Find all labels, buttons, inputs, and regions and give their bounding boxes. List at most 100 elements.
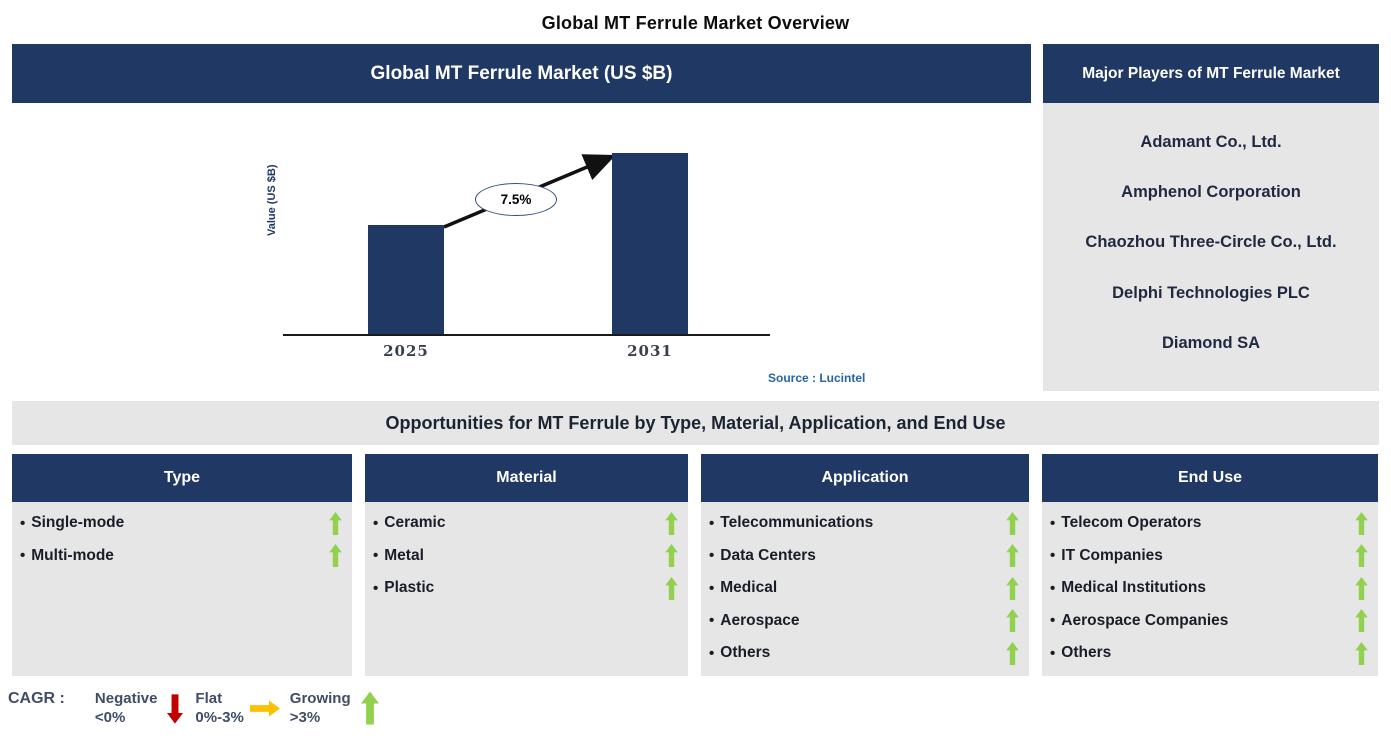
- bullet-icon: •: [1050, 547, 1056, 565]
- x-tick-2031: 2031: [627, 342, 673, 360]
- up-arrow-icon: [1355, 511, 1368, 535]
- trend-indicator: [665, 544, 678, 568]
- source-note: Source : Lucintel: [768, 371, 866, 385]
- column-enduse-header: End Use: [1042, 454, 1378, 502]
- page-title: Global MT Ferrule Market Overview: [541, 13, 850, 33]
- player-name: Diamond SA: [1161, 334, 1261, 353]
- bullet-icon: •: [1050, 612, 1056, 630]
- x-tick-2025: 2025: [383, 342, 429, 360]
- trend-indicator: [1355, 511, 1368, 535]
- legend-entry-label: Negative <0%: [94, 690, 158, 726]
- player-name: Chaozhou Three-Circle Co., Ltd.: [1085, 233, 1337, 252]
- trend-indicator: [665, 576, 678, 600]
- column-material-header: Material: [365, 454, 688, 502]
- top-row: Global MT Ferrule Market (US $B) Value (…: [12, 44, 1379, 394]
- up-arrow-icon: [1355, 544, 1368, 568]
- growth-trend-arrow: [443, 154, 616, 229]
- bullet-icon: •: [373, 514, 379, 532]
- column-application: Application • Telecommunications • Data Cen…: [701, 454, 1029, 676]
- market-chart-panel: Global MT Ferrule Market (US $B) Value (…: [12, 44, 1031, 394]
- bullet-icon: •: [1050, 579, 1056, 597]
- column-material-items: • Ceramic • Metal • Plastic: [365, 502, 688, 676]
- trend-indicator: [1355, 544, 1368, 568]
- cagr-ellipse: 7.5%: [475, 183, 557, 216]
- opportunity-item-label: Data Centers: [720, 546, 816, 564]
- opportunity-item: • Medical: [709, 572, 1019, 605]
- bullet-icon: •: [373, 547, 379, 565]
- opportunity-item: • Ceramic: [373, 507, 678, 540]
- opportunity-item: • Aerospace: [709, 605, 1019, 638]
- opportunity-item: • Others: [709, 637, 1019, 670]
- opportunity-item-label: Aerospace: [720, 611, 800, 629]
- opportunity-item: • Data Centers: [709, 540, 1019, 573]
- trend-indicator: [1006, 609, 1019, 633]
- opportunity-item-label: Medical: [720, 579, 778, 597]
- trend-indicator: [329, 511, 342, 535]
- player-name: Amphenol Corporation: [1121, 183, 1301, 202]
- column-type: Type • Single-mode • Multi-mode: [12, 454, 352, 676]
- opportunity-item: • Others: [1050, 637, 1368, 670]
- bullet-icon: •: [373, 579, 379, 597]
- opportunity-item-label: Medical Institutions: [1061, 579, 1206, 597]
- up-arrow-icon: [329, 511, 342, 535]
- legend-entry-label: Growing >3%: [289, 690, 351, 726]
- opportunity-item: • Multi-mode: [20, 540, 342, 573]
- up-arrow-icon: [1006, 576, 1019, 600]
- up-arrow-icon: [360, 691, 379, 725]
- bullet-icon: •: [709, 514, 715, 532]
- legend-arrow-wrap: [249, 700, 280, 717]
- opportunity-item: • Plastic: [373, 572, 678, 605]
- column-type-items: • Single-mode • Multi-mode: [12, 502, 352, 676]
- bullet-icon: •: [709, 579, 715, 597]
- opportunity-item-label: Single-mode: [31, 514, 125, 532]
- bar-2025: [368, 225, 444, 334]
- bullet-icon: •: [20, 547, 26, 565]
- trend-indicator: [329, 544, 342, 568]
- legend-entry-flat: Flat 0%-3%: [195, 690, 289, 728]
- down-arrow-icon: [167, 694, 184, 724]
- opportunity-columns: Type • Single-mode • Multi-mode Material • C…: [12, 454, 1379, 676]
- opportunity-item-label: Aerospace Companies: [1061, 611, 1229, 629]
- opportunity-item: • Telecom Operators: [1050, 507, 1368, 540]
- column-enduse: End Use • Telecom Operators • IT Companies •…: [1042, 454, 1378, 676]
- up-arrow-icon: [1006, 544, 1019, 568]
- column-enduse-items: • Telecom Operators • IT Companies • Medical …: [1042, 502, 1378, 676]
- legend-entry-label: Flat 0%-3%: [195, 690, 244, 726]
- player-name: Delphi Technologies PLC: [1112, 283, 1310, 302]
- bullet-icon: •: [709, 547, 715, 565]
- opportunity-item: • IT Companies: [1050, 540, 1368, 573]
- trend-indicator: [1006, 511, 1019, 535]
- up-arrow-icon: [1355, 609, 1368, 633]
- player-name: Adamant Co., Ltd.: [1140, 132, 1282, 151]
- up-arrow-icon: [665, 576, 678, 600]
- opportunity-item-label: Plastic: [384, 579, 435, 597]
- legend-arrow-wrap: [360, 690, 379, 726]
- bullet-icon: •: [709, 644, 715, 662]
- up-arrow-icon: [1355, 641, 1368, 665]
- opportunity-item-label: Ceramic: [384, 514, 446, 532]
- cagr-legend: CAGR : Negative <0% Flat 0%-3% Growing >3%: [8, 690, 1391, 728]
- bar-2031: [612, 153, 688, 334]
- right-arrow-icon: [249, 700, 280, 717]
- legend-entry-growing: Growing >3%: [290, 690, 379, 728]
- legend-entry-negative: Negative <0%: [95, 690, 196, 728]
- chart-panel-header: Global MT Ferrule Market (US $B): [12, 44, 1031, 103]
- column-type-header: Type: [12, 454, 352, 502]
- column-application-header: Application: [701, 454, 1029, 502]
- bullet-icon: •: [1050, 644, 1056, 662]
- opportunity-item-label: Metal: [384, 546, 424, 564]
- trend-indicator: [1355, 641, 1368, 665]
- y-axis-label: Value (US $B): [266, 164, 278, 237]
- opportunity-item: • Single-mode: [20, 507, 342, 540]
- trend-indicator: [1355, 609, 1368, 633]
- column-material: Material • Ceramic • Metal • Plastic: [365, 454, 688, 676]
- bar-chart: Value (US $B) 7.5% 2025 2031: [12, 103, 1031, 394]
- opportunities-title: Opportunities for MT Ferrule by Type, Ma…: [12, 401, 1379, 445]
- up-arrow-icon: [1355, 576, 1368, 600]
- opportunity-item: • Metal: [373, 540, 678, 573]
- trend-indicator: [1006, 576, 1019, 600]
- opportunity-item: • Telecommunications: [709, 507, 1019, 540]
- up-arrow-icon: [1006, 641, 1019, 665]
- trend-indicator: [1355, 576, 1368, 600]
